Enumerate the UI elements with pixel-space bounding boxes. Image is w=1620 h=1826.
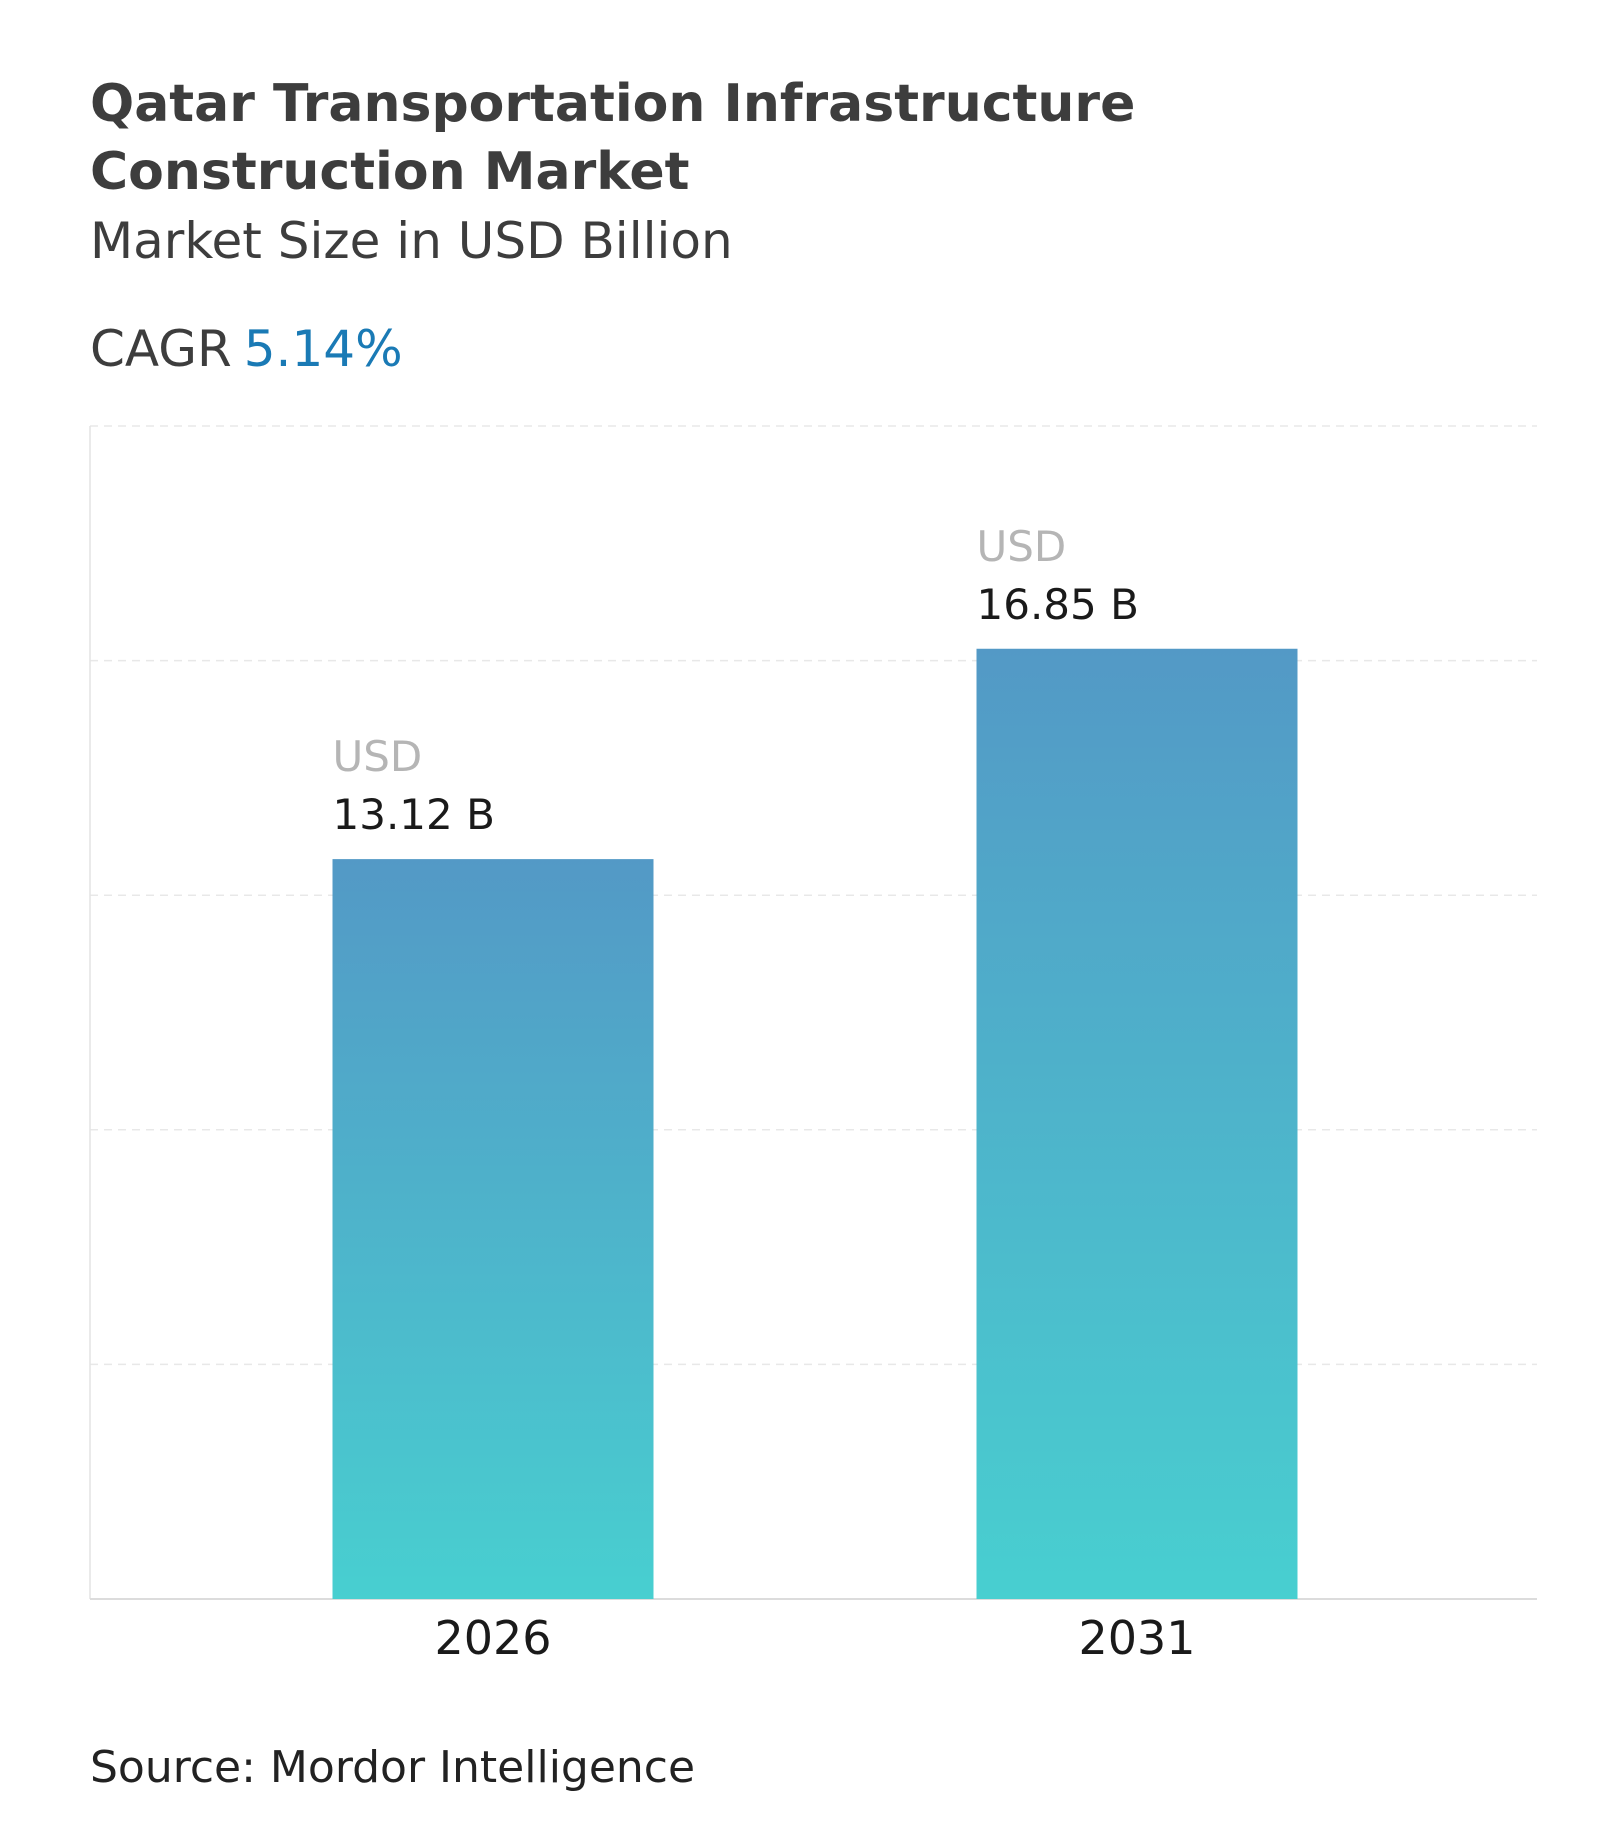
bar (332, 859, 654, 1599)
chart-title: Qatar Transportation Infrastructure Cons… (90, 74, 1136, 202)
bar (976, 648, 1298, 1599)
cagr-label: CAGR (90, 320, 232, 378)
cagr: CAGR 5.14% (90, 320, 403, 378)
chart-subtitle: Market Size in USD Billion (90, 212, 733, 270)
x-tick-label: 2031 (1078, 1611, 1195, 1665)
value-prefix: USD (977, 522, 1067, 571)
value-label: 16.85 B (977, 580, 1139, 629)
source: Source: Mordor Intelligence (90, 1742, 696, 1793)
value-prefix: USD (333, 732, 423, 781)
cagr-value: 5.14% (243, 320, 403, 378)
value-label: 13.12 B (333, 790, 495, 839)
x-tick-label: 2026 (434, 1611, 551, 1665)
header: Qatar Transportation Infrastructure Cons… (90, 70, 1240, 274)
chart: 2026 USD 13.12 B 2031 USD 16.85 B (89, 425, 1537, 1665)
